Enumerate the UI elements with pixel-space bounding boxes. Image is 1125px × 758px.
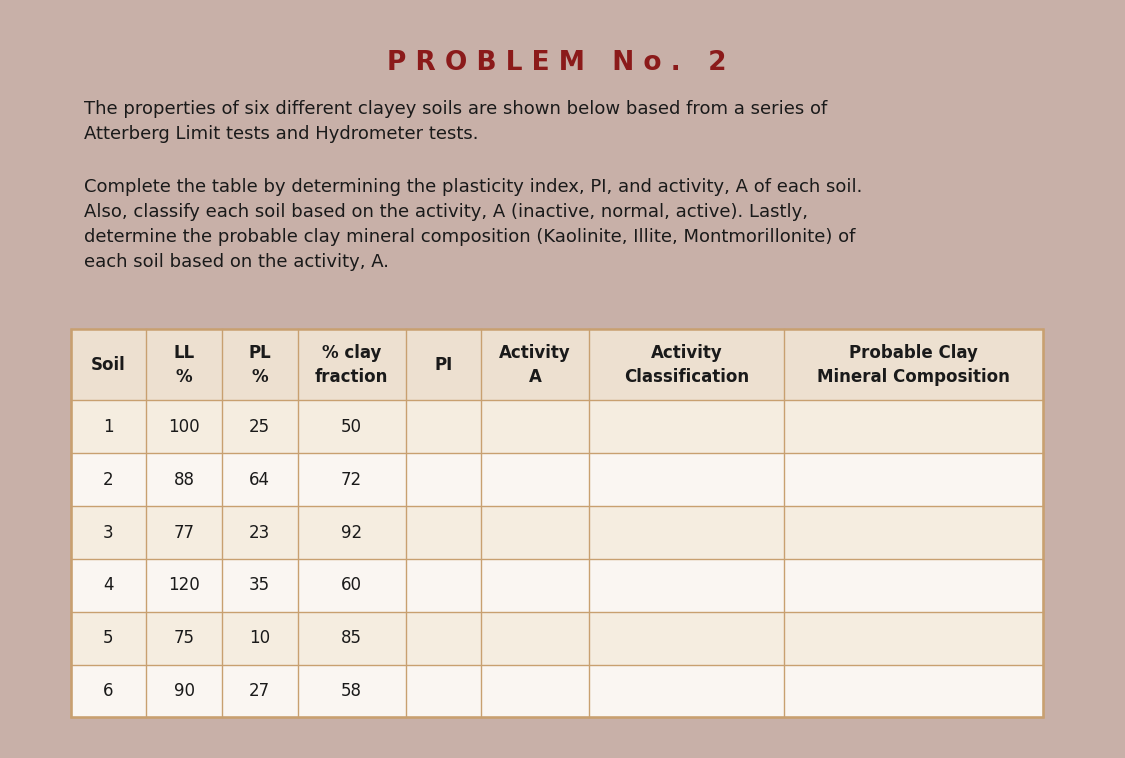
Text: 1: 1 — [104, 418, 114, 436]
Text: 120: 120 — [168, 576, 200, 594]
Text: Probable Clay
Mineral Composition: Probable Clay Mineral Composition — [817, 344, 1010, 386]
Text: 6: 6 — [104, 682, 114, 700]
Text: 50: 50 — [341, 418, 362, 436]
Text: 72: 72 — [341, 471, 362, 489]
Text: 5: 5 — [104, 629, 114, 647]
Bar — [71, 665, 1043, 717]
Text: 100: 100 — [169, 418, 200, 436]
Text: 2: 2 — [104, 471, 114, 489]
Text: 35: 35 — [249, 576, 270, 594]
Text: 3: 3 — [104, 524, 114, 541]
Text: 10: 10 — [249, 629, 270, 647]
Bar — [71, 559, 1043, 612]
Text: 90: 90 — [173, 682, 195, 700]
Text: Activity
A: Activity A — [500, 344, 572, 386]
Text: Soil: Soil — [91, 356, 126, 374]
Text: % clay
fraction: % clay fraction — [315, 344, 388, 386]
Text: 64: 64 — [250, 471, 270, 489]
Bar — [71, 329, 1043, 400]
Text: 75: 75 — [173, 629, 195, 647]
Text: 88: 88 — [173, 471, 195, 489]
Text: 25: 25 — [249, 418, 270, 436]
Text: PL
%: PL % — [249, 344, 271, 386]
Bar — [71, 400, 1043, 453]
Bar — [71, 506, 1043, 559]
Text: 27: 27 — [249, 682, 270, 700]
Text: 58: 58 — [341, 682, 362, 700]
Bar — [71, 612, 1043, 665]
Bar — [71, 329, 1043, 717]
Text: 85: 85 — [341, 629, 362, 647]
Text: Complete the table by determining the plasticity index, PI, and activity, A of e: Complete the table by determining the pl… — [84, 178, 862, 271]
Text: 60: 60 — [341, 576, 362, 594]
Text: P R O B L E M   N o .   2: P R O B L E M N o . 2 — [387, 50, 727, 76]
Text: The properties of six different clayey soils are shown below based from a series: The properties of six different clayey s… — [84, 100, 827, 143]
Text: 4: 4 — [104, 576, 114, 594]
Bar — [71, 453, 1043, 506]
Text: 77: 77 — [173, 524, 195, 541]
Text: LL
%: LL % — [173, 344, 195, 386]
Text: 92: 92 — [341, 524, 362, 541]
Text: Activity
Classification: Activity Classification — [624, 344, 749, 386]
Text: PI: PI — [434, 356, 452, 374]
Text: 23: 23 — [249, 524, 270, 541]
